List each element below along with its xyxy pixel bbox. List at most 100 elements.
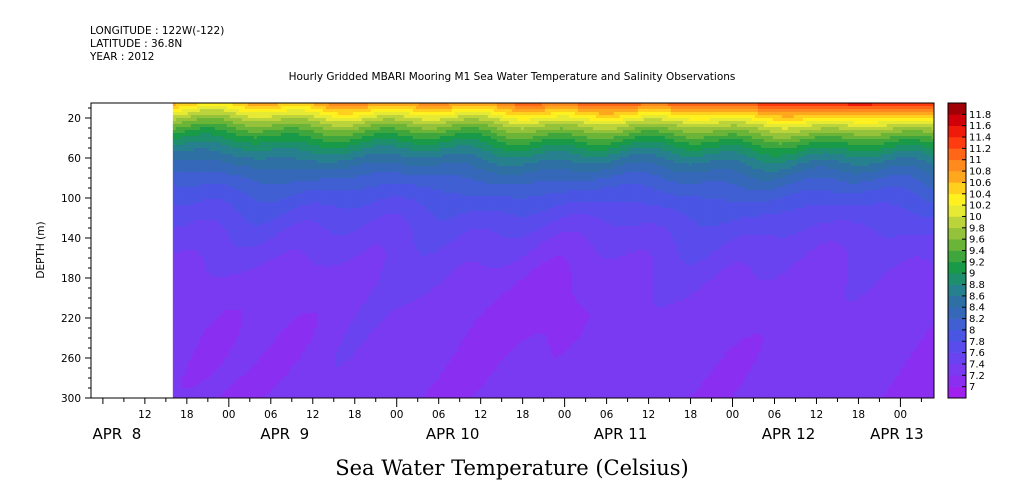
temperature-cell — [278, 283, 281, 286]
temperature-cell — [302, 280, 305, 283]
temperature-cell — [176, 184, 179, 187]
temperature-cell — [227, 259, 230, 262]
temperature-cell — [179, 196, 182, 199]
temperature-cell — [194, 217, 197, 220]
temperature-cell — [176, 160, 179, 163]
temperature-cell — [251, 175, 254, 178]
temperature-cell — [203, 139, 206, 142]
temperature-cell — [281, 292, 284, 295]
temperature-cell — [308, 220, 311, 223]
temperature-cell — [176, 157, 179, 160]
temperature-cell — [260, 169, 263, 172]
temperature-cell — [182, 259, 185, 262]
temperature-cell — [233, 139, 236, 142]
temperature-cell — [275, 130, 278, 133]
temperature-cell — [173, 103, 176, 106]
temperature-cell — [296, 109, 299, 112]
temperature-cell — [227, 229, 230, 232]
temperature-cell — [254, 331, 257, 334]
temperature-cell — [182, 220, 185, 223]
temperature-cell — [227, 151, 230, 154]
temperature-cell — [191, 247, 194, 250]
temperature-cell — [296, 121, 299, 124]
temperature-cell — [281, 361, 284, 364]
temperature-cell — [314, 385, 317, 388]
temperature-cell — [299, 238, 302, 241]
temperature-cell — [239, 214, 242, 217]
temperature-cell — [245, 172, 248, 175]
temperature-cell — [275, 379, 278, 382]
temperature-cell — [290, 142, 293, 145]
temperature-cell — [254, 298, 257, 301]
temperature-cell — [242, 241, 245, 244]
temperature-cell — [257, 388, 260, 391]
temperature-cell — [266, 106, 269, 109]
temperature-cell — [224, 184, 227, 187]
temperature-cell — [203, 343, 206, 346]
temperature-cell — [188, 115, 191, 118]
temperature-cell — [245, 256, 248, 259]
temperature-cell — [176, 307, 179, 310]
temperature-cell — [305, 151, 308, 154]
temperature-cell — [230, 259, 233, 262]
temperature-cell — [275, 202, 278, 205]
temperature-cell — [191, 394, 194, 397]
temperature-cell — [212, 112, 215, 115]
temperature-cell — [281, 352, 284, 355]
temperature-cell — [215, 106, 218, 109]
temperature-cell — [209, 154, 212, 157]
temperature-cell — [194, 193, 197, 196]
temperature-cell — [257, 364, 260, 367]
temperature-cell — [218, 256, 221, 259]
temperature-cell — [296, 163, 299, 166]
temperature-cell — [296, 277, 299, 280]
temperature-cell — [215, 121, 218, 124]
temperature-cell — [317, 208, 320, 211]
temperature-cell — [173, 247, 176, 250]
temperature-cell — [203, 370, 206, 373]
temperature-cell — [302, 124, 305, 127]
temperature-cell — [239, 265, 242, 268]
temperature-cell — [218, 211, 221, 214]
temperature-cell — [233, 385, 236, 388]
temperature-cell — [284, 190, 287, 193]
temperature-cell — [230, 394, 233, 397]
temperature-cell — [269, 142, 272, 145]
temperature-cell — [191, 265, 194, 268]
temperature-cell — [215, 142, 218, 145]
temperature-cell — [230, 235, 233, 238]
temperature-cell — [197, 157, 200, 160]
temperature-cell — [314, 319, 317, 322]
temperature-cell — [251, 256, 254, 259]
temperature-cell — [269, 103, 272, 106]
temperature-cell — [176, 244, 179, 247]
temperature-cell — [200, 271, 203, 274]
temperature-cell — [221, 199, 224, 202]
temperature-cell — [287, 337, 290, 340]
temperature-cell — [221, 202, 224, 205]
temperature-cell — [227, 355, 230, 358]
temperature-cell — [272, 181, 275, 184]
temperature-cell — [308, 316, 311, 319]
temperature-cell — [197, 181, 200, 184]
temperature-cell — [269, 127, 272, 130]
temperature-cell — [266, 229, 269, 232]
temperature-cell — [188, 262, 191, 265]
temperature-cell — [191, 253, 194, 256]
temperature-cell — [197, 379, 200, 382]
temperature-cell — [176, 109, 179, 112]
temperature-cell — [233, 355, 236, 358]
temperature-cell — [200, 247, 203, 250]
temperature-cell — [287, 316, 290, 319]
temperature-cell — [185, 343, 188, 346]
temperature-cell — [173, 340, 176, 343]
temperature-cell — [221, 292, 224, 295]
temperature-cell — [179, 214, 182, 217]
temperature-cell — [230, 196, 233, 199]
temperature-cell — [314, 124, 317, 127]
temperature-cell — [239, 274, 242, 277]
temperature-cell — [254, 292, 257, 295]
temperature-cell — [323, 148, 326, 151]
temperature-cell — [248, 388, 251, 391]
temperature-cell — [212, 301, 215, 304]
